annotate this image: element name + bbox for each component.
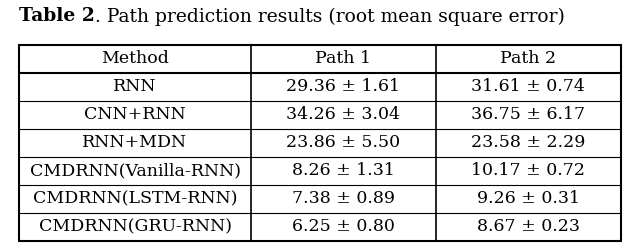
Text: 23.86 ± 5.50: 23.86 ± 5.50: [286, 134, 401, 151]
Text: 29.36 ± 1.61: 29.36 ± 1.61: [286, 78, 400, 95]
Text: CMDRNN(Vanilla-RNN): CMDRNN(Vanilla-RNN): [29, 162, 241, 179]
Text: . Path prediction results (root mean square error): . Path prediction results (root mean squ…: [95, 7, 565, 26]
Text: CNN+RNN: CNN+RNN: [84, 106, 186, 123]
Text: 23.58 ± 2.29: 23.58 ± 2.29: [471, 134, 586, 151]
Text: CMDRNN(GRU-RNN): CMDRNN(GRU-RNN): [38, 218, 232, 235]
Text: 6.25 ± 0.80: 6.25 ± 0.80: [292, 218, 395, 235]
Text: 10.17 ± 0.72: 10.17 ± 0.72: [471, 162, 586, 179]
Text: 36.75 ± 6.17: 36.75 ± 6.17: [471, 106, 586, 123]
Text: RNN: RNN: [113, 78, 157, 95]
Text: Path 1: Path 1: [316, 50, 371, 67]
Text: CMDRNN(LSTM-RNN): CMDRNN(LSTM-RNN): [33, 190, 237, 207]
Text: 9.26 ± 0.31: 9.26 ± 0.31: [477, 190, 580, 207]
Text: Path 2: Path 2: [500, 50, 556, 67]
Text: 34.26 ± 3.04: 34.26 ± 3.04: [286, 106, 400, 123]
Text: 8.67 ± 0.23: 8.67 ± 0.23: [477, 218, 580, 235]
Text: 31.61 ± 0.74: 31.61 ± 0.74: [472, 78, 585, 95]
Text: RNN+MDN: RNN+MDN: [83, 134, 188, 151]
Text: Method: Method: [101, 50, 169, 67]
Text: Table 2: Table 2: [19, 7, 95, 26]
Bar: [19, 45, 621, 241]
Text: 7.38 ± 0.89: 7.38 ± 0.89: [292, 190, 395, 207]
Text: 8.26 ± 1.31: 8.26 ± 1.31: [292, 162, 395, 179]
